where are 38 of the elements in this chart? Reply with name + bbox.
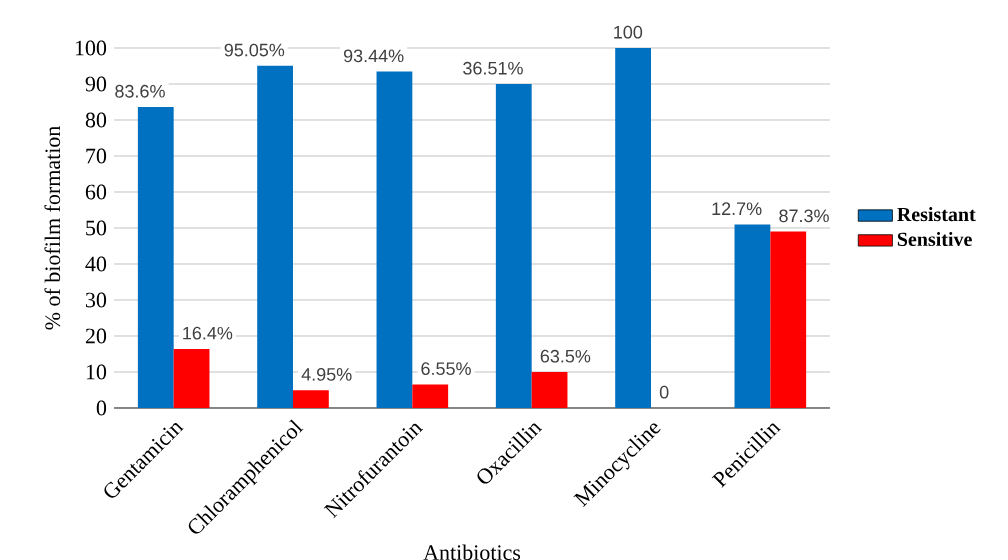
y-tick-label: 70 — [86, 148, 107, 164]
y-tick-label: 60 — [85, 184, 107, 200]
y-tick-label: 40 — [85, 256, 107, 272]
bar — [615, 47, 652, 408]
y-axis-title: % of biofilm formation — [44, 125, 61, 330]
y-tick-label: 0 — [96, 400, 107, 416]
bar — [137, 107, 174, 408]
y-tick-label: 30 — [86, 292, 107, 308]
annotation: 63.5% — [540, 349, 591, 363]
data-label: 95.05% — [224, 43, 285, 57]
annotation: 87.3% — [779, 209, 829, 223]
y-tick-label: 90 — [85, 76, 107, 92]
legend-label: Resistant — [897, 207, 976, 222]
y-tick-label: 50 — [86, 220, 107, 236]
y-tick-label: 100 — [75, 40, 107, 56]
annotation: 36.51% — [463, 61, 523, 75]
bar — [293, 390, 329, 408]
legend-label: Sensitive — [897, 231, 972, 247]
data-label: 0 — [659, 385, 669, 399]
bar — [257, 65, 293, 408]
x-axis-title: Antibiotics — [423, 544, 521, 560]
data-label: 83.6% — [115, 84, 165, 98]
bar — [495, 83, 532, 408]
bar — [412, 384, 449, 408]
y-tick-label: 10 — [86, 364, 107, 380]
data-label: 93.44% — [343, 49, 404, 63]
y-tick-label: 80 — [85, 112, 107, 128]
y-tick-label: 20 — [85, 328, 107, 344]
data-label: 4.95% — [301, 368, 352, 381]
annotation: 12.7% — [712, 202, 762, 215]
bar — [531, 371, 568, 408]
data-label: 6.55% — [421, 362, 471, 376]
data-label: 100 — [614, 25, 643, 39]
bar — [770, 231, 807, 408]
data-label: 16.4% — [183, 326, 233, 340]
bar — [173, 348, 210, 408]
bar — [376, 71, 413, 408]
bar — [734, 224, 771, 408]
